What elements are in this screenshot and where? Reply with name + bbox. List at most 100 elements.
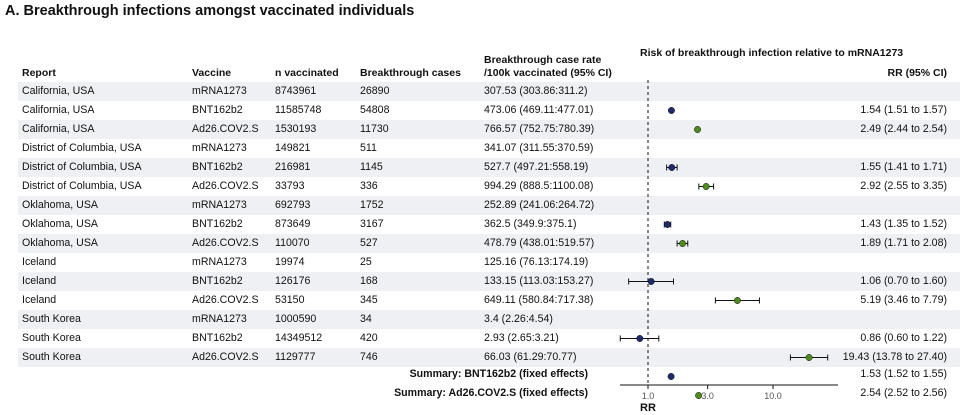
cell-case-rate: 994.29 (888.5:1100.08): [484, 180, 594, 192]
row-stripe: [18, 120, 960, 139]
cell-report: Oklahoma, USA: [22, 237, 98, 249]
cell-vaccine: Ad26.COV2.S: [192, 237, 259, 249]
cell-case-rate: 473.06 (469.11:477.01): [484, 104, 594, 116]
row-stripe: [18, 310, 960, 329]
cell-vaccine: Ad26.COV2.S: [192, 123, 259, 135]
header-rr-ci: RR (95% CI): [887, 67, 947, 79]
cell-report: South Korea: [22, 351, 81, 363]
x-axis-label: RR: [640, 402, 656, 414]
page-title: A. Breakthrough infections amongst vacci…: [5, 3, 415, 19]
header-report: Report: [22, 67, 56, 79]
cell-vaccine: Ad26.COV2.S: [192, 180, 259, 192]
cell-report: South Korea: [22, 332, 81, 344]
cell-vaccine: mRNA1273: [192, 256, 247, 268]
cell-breakthrough-cases: 3167: [360, 218, 384, 230]
rr-point: [647, 278, 655, 285]
cell-vaccine: mRNA1273: [192, 199, 247, 211]
cell-report: Iceland: [22, 294, 57, 306]
cell-n-vaccinated: 126176: [275, 275, 311, 287]
cell-breakthrough-cases: 25: [360, 256, 372, 268]
rr-point: [694, 126, 701, 133]
cell-vaccine: mRNA1273: [192, 313, 247, 325]
cell-report: California, USA: [22, 123, 95, 135]
header-n-vaccinated: n vaccinated: [275, 67, 339, 79]
cell-rr-ci: 1.06 (0.70 to 1.60): [860, 275, 947, 287]
cell-rr-ci: 1.43 (1.35 to 1.52): [860, 218, 947, 230]
cell-rr-ci: 2.49 (2.44 to 2.54): [860, 123, 947, 135]
cell-breakthrough-cases: 746: [360, 351, 378, 363]
cell-n-vaccinated: 1530193: [275, 123, 317, 135]
summary-rr-ci: 2.54 (2.52 to 2.56): [860, 387, 947, 399]
cell-n-vaccinated: 873649: [275, 218, 311, 230]
header-breakthrough-cases: Breakthrough cases: [360, 67, 461, 79]
cell-n-vaccinated: 19974: [275, 256, 305, 268]
cell-rr-ci: 0.86 (0.60 to 1.22): [860, 332, 947, 344]
rr-point: [679, 240, 687, 247]
cell-vaccine: mRNA1273: [192, 85, 247, 97]
cell-rr-ci: 19.43 (13.78 to 27.40): [842, 351, 947, 363]
cell-breakthrough-cases: 168: [360, 275, 378, 287]
cell-breakthrough-cases: 1752: [360, 199, 384, 211]
rr-point: [695, 392, 703, 399]
cell-case-rate: 362.5 (349.9:375.1): [484, 218, 577, 230]
summary-label: Summary: BNT162b2 (fixed effects): [409, 368, 588, 380]
header-rate-line2: /100k vaccinated (95% CI): [484, 67, 612, 79]
cell-case-rate: 133.15 (113.03:153.27): [484, 275, 594, 287]
cell-case-rate: 766.57 (752.75:780.39): [484, 123, 595, 135]
cell-rr-ci: 1.54 (1.51 to 1.57): [860, 104, 947, 116]
cell-case-rate: 307.53 (303.86:311.2): [484, 85, 588, 97]
cell-report: Iceland: [22, 275, 57, 287]
cell-report: District of Columbia, USA: [22, 161, 142, 173]
cell-report: Oklahoma, USA: [22, 199, 98, 211]
cell-breakthrough-cases: 26890: [360, 85, 390, 97]
cell-n-vaccinated: 53150: [275, 294, 305, 306]
cell-breakthrough-cases: 345: [360, 294, 378, 306]
rr-point: [702, 183, 710, 190]
header-rate-line1: Breakthrough case rate: [484, 54, 602, 66]
cell-case-rate: 478.79 (438.01:519.57): [484, 237, 595, 249]
cell-case-rate: 252.89 (241.06:264.72): [484, 199, 595, 211]
cell-breakthrough-cases: 420: [360, 332, 378, 344]
cell-vaccine: mRNA1273: [192, 142, 247, 154]
cell-vaccine: BNT162b2: [192, 275, 243, 287]
row-stripe: [18, 348, 960, 367]
cell-n-vaccinated: 149821: [275, 142, 311, 154]
cell-n-vaccinated: 110070: [275, 237, 310, 249]
cell-breakthrough-cases: 34: [360, 313, 372, 325]
cell-breakthrough-cases: 336: [360, 180, 378, 192]
cell-case-rate: 341.07 (311.55:370.59): [484, 142, 594, 154]
row-stripe: [18, 272, 960, 291]
cell-report: California, USA: [22, 104, 95, 116]
x-tick-label: 10.0: [764, 391, 782, 401]
cell-vaccine: Ad26.COV2.S: [192, 294, 259, 306]
cell-report: Iceland: [22, 256, 57, 268]
cell-n-vaccinated: 14349512: [275, 332, 323, 344]
cell-vaccine: BNT162b2: [192, 218, 243, 230]
cell-vaccine: BNT162b2: [192, 161, 243, 173]
cell-breakthrough-cases: 11730: [360, 123, 389, 135]
row-stripe: [18, 196, 960, 215]
cell-rr-ci: 1.89 (1.71 to 2.08): [860, 237, 947, 249]
rr-point: [667, 373, 675, 380]
cell-vaccine: BNT162b2: [192, 104, 243, 116]
cell-report: South Korea: [22, 313, 81, 325]
cell-n-vaccinated: 11585748: [275, 104, 322, 116]
cell-report: District of Columbia, USA: [22, 180, 142, 192]
cell-case-rate: 527.7 (497.21:558.19): [484, 161, 589, 173]
cell-breakthrough-cases: 511: [360, 142, 377, 154]
cell-report: Oklahoma, USA: [22, 218, 98, 230]
row-stripe: [18, 158, 960, 177]
cell-n-vaccinated: 1129777: [275, 351, 316, 363]
cell-rr-ci: 2.92 (2.55 to 3.35): [860, 180, 947, 192]
cell-report: District of Columbia, USA: [22, 142, 142, 154]
cell-rr-ci: 1.55 (1.41 to 1.71): [860, 161, 947, 173]
rr-point: [667, 107, 675, 114]
cell-case-rate: 66.03 (61.29:70.77): [484, 351, 577, 363]
x-tick-label: 1.0: [642, 391, 655, 401]
cell-case-rate: 125.16 (76.13:174.19): [484, 256, 589, 268]
cell-breakthrough-cases: 54808: [360, 104, 390, 116]
rr-point: [733, 297, 741, 304]
cell-breakthrough-cases: 527: [360, 237, 378, 249]
cell-case-rate: 649.11 (580.84:717.38): [484, 294, 594, 306]
rr-point: [636, 335, 644, 342]
